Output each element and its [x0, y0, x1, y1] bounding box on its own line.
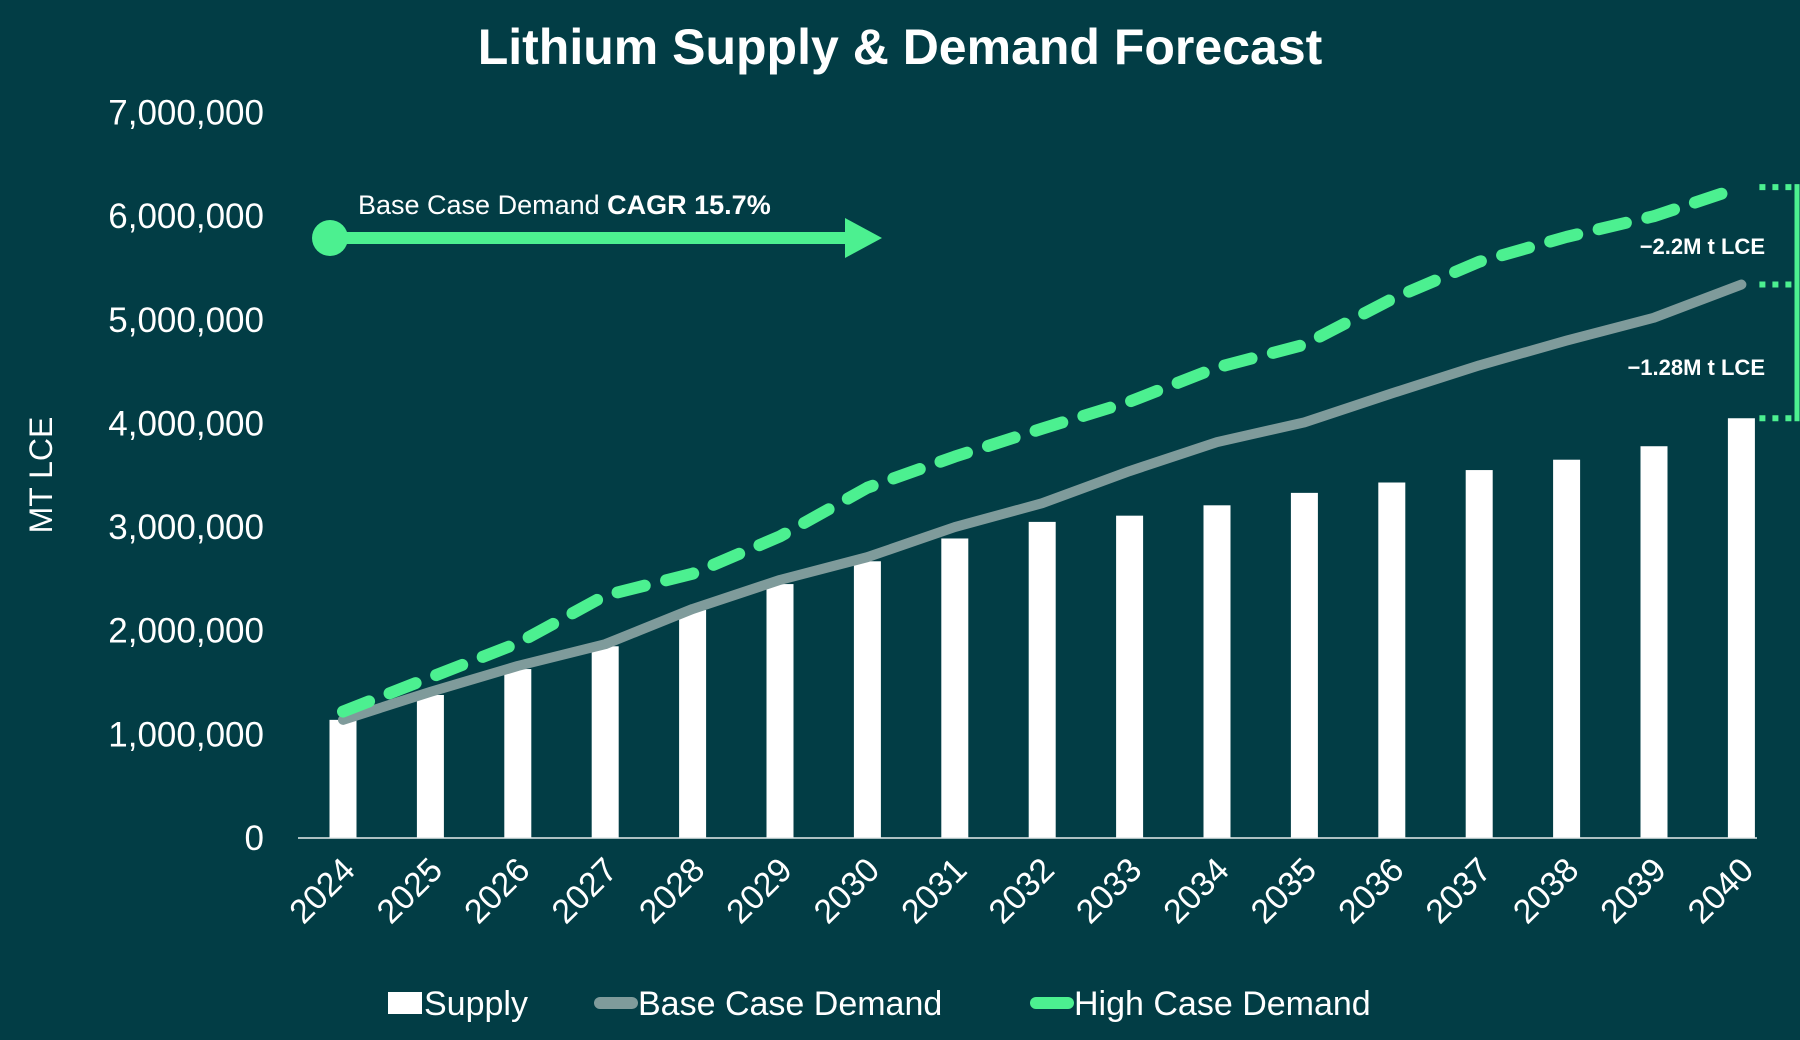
supply-bars	[329, 418, 1755, 838]
chart-title: Lithium Supply & Demand Forecast	[478, 19, 1323, 75]
supply-bar-2031	[941, 538, 969, 838]
supply-bar-2034	[1203, 505, 1231, 838]
supply-bar-2036	[1378, 482, 1406, 838]
supply-bar-2032	[1028, 521, 1056, 838]
y-ticks: 0 1,000,000 2,000,000 3,000,000 4,000,000 5,0…	[108, 94, 264, 859]
y-tick-label: 5,000,000	[108, 301, 264, 340]
y-axis-label: MT LCE	[23, 417, 59, 534]
legend-label-high: High Case Demand	[1074, 985, 1371, 1023]
legend-item-high[interactable]: High Case Demand	[1030, 985, 1371, 1023]
y-tick-label: 3,000,000	[108, 508, 264, 547]
legend-label-supply: Supply	[424, 985, 528, 1023]
y-tick-label: 4,000,000	[108, 404, 264, 443]
cagr-label: Base Case Demand CAGR 15.7%	[358, 190, 771, 220]
supply-bar-2029	[766, 584, 794, 838]
legend-swatch-supply	[388, 992, 422, 1014]
supply-bar-2028	[679, 609, 707, 838]
legend-item-base[interactable]: Base Case Demand	[594, 985, 942, 1023]
cagr-arrow-head	[845, 218, 882, 258]
y-tick-label: 6,000,000	[108, 197, 264, 236]
supply-bar-2027	[591, 646, 619, 838]
supply-bar-2040	[1727, 418, 1755, 838]
high-case-demand-line	[337, 181, 1748, 718]
legend-item-supply[interactable]: Supply	[388, 985, 528, 1023]
cagr-annotation: Base Case Demand CAGR 15.7%	[312, 190, 882, 258]
supply-bar-2026	[504, 669, 532, 838]
y-tick-label: 7,000,000	[108, 94, 264, 133]
y-tick-label: 1,000,000	[108, 715, 264, 754]
legend-label-base: Base Case Demand	[638, 985, 942, 1023]
supply-bar-2039	[1640, 446, 1668, 838]
legend: Supply Base Case Demand High Case Demand	[388, 985, 1371, 1023]
y-tick-label: 0	[245, 819, 264, 858]
supply-bar-2025	[416, 694, 444, 838]
supply-bar-2038	[1553, 459, 1581, 838]
supply-bar-2024	[329, 719, 357, 838]
supply-bar-2035	[1290, 492, 1318, 838]
gap-base-label: −1.28M t LCE	[1627, 355, 1765, 380]
gap-annotation: −2.2M t LCE −1.28M t LCE	[1627, 184, 1800, 422]
supply-bar-2037	[1465, 470, 1493, 838]
base-case-demand-line	[338, 279, 1747, 725]
cagr-label-prefix: Base Case Demand	[358, 190, 607, 220]
supply-bar-2033	[1116, 515, 1144, 838]
supply-bar-2030	[853, 561, 881, 838]
gap-high-label: −2.2M t LCE	[1640, 234, 1765, 259]
demand-lines	[337, 181, 1748, 725]
y-tick-label: 2,000,000	[108, 612, 264, 651]
cagr-label-value: CAGR 15.7%	[607, 190, 771, 220]
